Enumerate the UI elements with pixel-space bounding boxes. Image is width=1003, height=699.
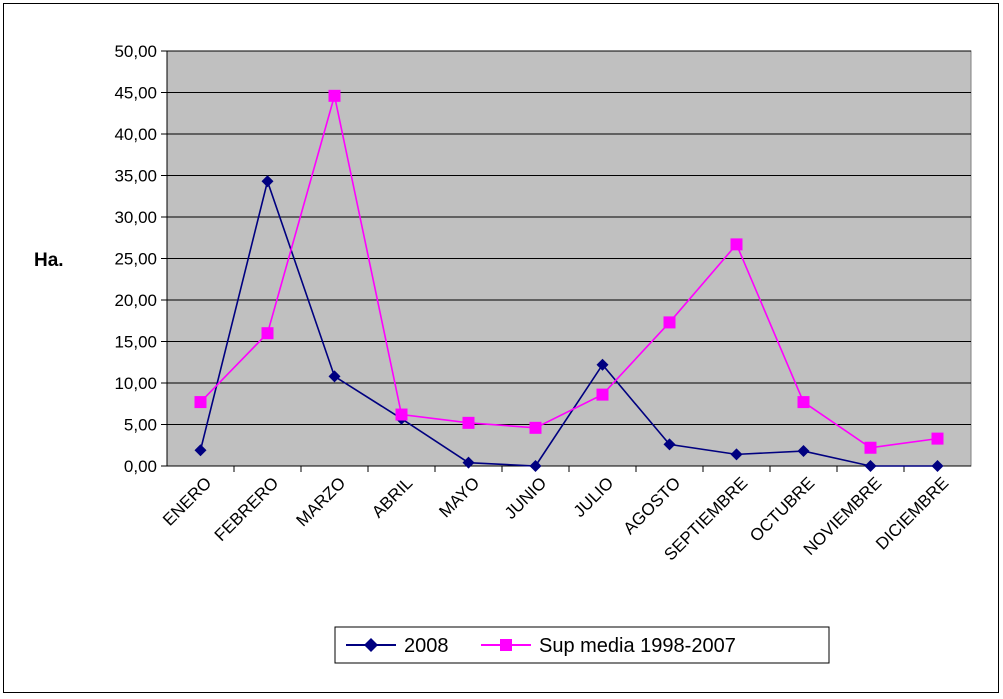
data-point-diamond (797, 445, 810, 458)
line-chart: 0,00 5,00 10,00 15,00 20,00 25,00 30,00 35,00 40… (34, 42, 972, 664)
chart-frame: 0,00 5,00 10,00 15,00 20,00 25,00 30,00 35,00 40… (3, 3, 999, 693)
y-tick-label: 20,00 (114, 291, 157, 310)
data-point-square (864, 441, 877, 454)
x-tick-label: MAYO (435, 473, 483, 521)
x-tick-label: AGOSTO (620, 473, 685, 538)
data-point-diamond (462, 456, 475, 469)
x-tick-label: FEBRERO (211, 473, 283, 545)
series-line-1 (199, 95, 938, 449)
x-tick-label: DICIEMBRE (872, 473, 952, 553)
data-point-square (261, 327, 274, 340)
data-point-square (328, 89, 341, 102)
y-tick-label: 35,00 (114, 167, 157, 186)
x-tick-label: JUNIO (501, 473, 550, 522)
x-tick-label: MARZO (292, 473, 349, 530)
legend: 2008 Sup media 1998-2007 (334, 626, 830, 664)
y-tick-label: 45,00 (114, 84, 157, 103)
data-point-diamond (328, 370, 341, 383)
data-point-diamond (596, 358, 609, 371)
legend-box (334, 626, 830, 664)
x-tick-label: ENERO (159, 473, 215, 529)
data-point-square (797, 396, 810, 409)
data-point-diamond (864, 460, 877, 472)
data-point-square (462, 416, 475, 429)
data-point-square (730, 238, 743, 251)
data-point-square (931, 432, 944, 445)
y-tick-label: 25,00 (114, 250, 157, 269)
data-point-diamond (194, 444, 207, 457)
y-axis-label: Ha. (34, 250, 64, 271)
legend-marker-media (500, 639, 512, 651)
series-line-0 (199, 178, 938, 467)
legend-label-2008: 2008 (404, 635, 449, 657)
data-point-diamond (529, 460, 542, 472)
category-dividers (167, 465, 971, 472)
x-tick-label: ABRIL (368, 473, 416, 521)
y-tick-label: 50,00 (114, 42, 157, 61)
x-tick-label: JULIO (570, 473, 618, 521)
data-point-diamond (931, 460, 944, 472)
y-tick-label: 10,00 (114, 374, 157, 393)
legend-marker-2008 (364, 638, 378, 652)
data-point-square (663, 316, 676, 329)
data-point-diamond (663, 438, 676, 451)
data-point-diamond (730, 448, 743, 461)
y-tick-label: 0,00 (124, 457, 157, 476)
series-layer (194, 89, 944, 472)
legend-label-media: Sup media 1998-2007 (539, 635, 736, 657)
data-point-diamond (261, 175, 274, 188)
data-point-square (529, 421, 542, 434)
y-tick-label: 5,00 (124, 416, 157, 435)
x-tick-label: OCTUBRE (746, 473, 818, 545)
y-axis-ticks: 0,00 5,00 10,00 15,00 20,00 25,00 30,00 35,00 40… (114, 42, 168, 476)
data-point-square (596, 388, 609, 401)
data-point-square (395, 408, 408, 421)
y-tick-label: 30,00 (114, 208, 157, 227)
y-tick-label: 15,00 (114, 333, 157, 352)
data-point-square (194, 396, 207, 409)
y-tick-label: 40,00 (114, 125, 157, 144)
